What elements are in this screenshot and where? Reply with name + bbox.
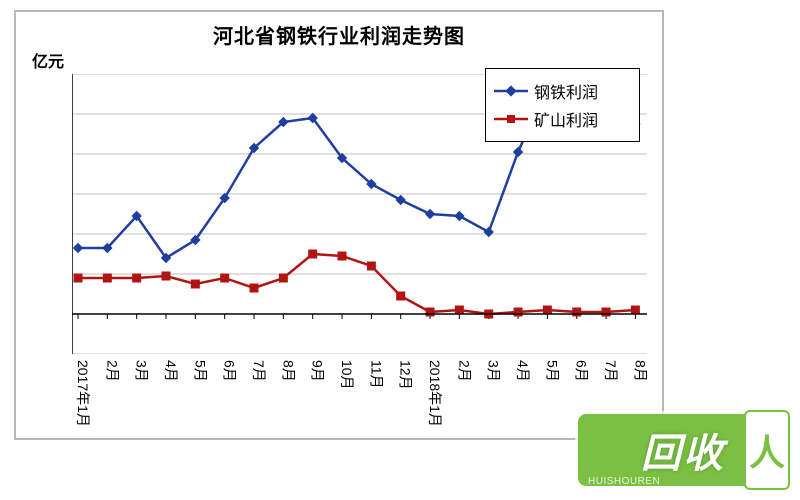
watermark-side-text: 人: [744, 410, 790, 490]
svg-text:4月: 4月: [515, 360, 531, 382]
svg-text:7月: 7月: [603, 360, 619, 382]
svg-text:6月: 6月: [222, 360, 238, 382]
svg-text:11月: 11月: [368, 360, 384, 389]
svg-text:5月: 5月: [544, 360, 560, 382]
svg-text:10月: 10月: [339, 360, 355, 390]
legend-swatch-steel: [494, 84, 528, 98]
svg-text:3月: 3月: [134, 360, 150, 382]
svg-text:8月: 8月: [632, 360, 648, 382]
svg-text:9月: 9月: [310, 360, 326, 382]
y-axis-unit: 亿元: [32, 48, 64, 72]
svg-text:2017年1月: 2017年1月: [75, 360, 91, 427]
chart-title: 河北省钢铁行业利润走势图: [16, 20, 662, 49]
svg-text:2月: 2月: [456, 360, 472, 382]
legend-swatch-mining: [494, 112, 528, 126]
legend-item-mining: 矿山利润: [494, 107, 631, 131]
chart-container: 河北省钢铁行业利润走势图 亿元 -20020406080100120 2017年…: [14, 10, 664, 440]
chart-legend: 钢铁利润 矿山利润: [485, 68, 640, 142]
svg-text:5月: 5月: [192, 360, 208, 382]
svg-text:2018年1月: 2018年1月: [427, 360, 443, 427]
svg-text:4月: 4月: [163, 360, 179, 382]
svg-text:7月: 7月: [251, 360, 267, 382]
x-axis-labels: 2017年1月 2月 3月 4月 5月 6月 7月 8月 9月 10月 11月 12月 2018年1月 2…: [72, 356, 647, 440]
legend-label-steel: 钢铁利润: [534, 79, 598, 103]
svg-text:8月: 8月: [280, 360, 296, 382]
legend-label-mining: 矿山利润: [534, 107, 598, 131]
watermark-logo: 回收 人 HUISHOUREN: [578, 414, 788, 486]
legend-item-steel: 钢铁利润: [494, 79, 631, 103]
watermark-url: HUISHOUREN: [588, 476, 660, 487]
svg-text:3月: 3月: [486, 360, 502, 382]
svg-text:12月: 12月: [398, 360, 414, 390]
watermark-main-text: 回收: [641, 421, 725, 479]
svg-text:6月: 6月: [574, 360, 590, 382]
svg-text:2月: 2月: [104, 360, 120, 382]
